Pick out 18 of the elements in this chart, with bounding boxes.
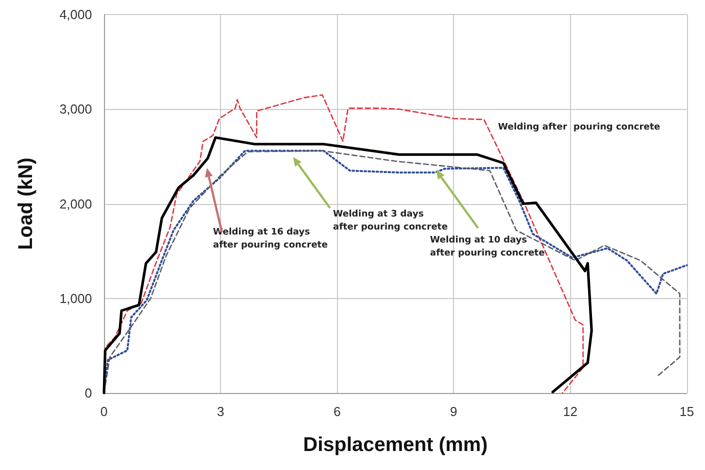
- x-tick-label: 0: [100, 404, 108, 419]
- x-axis-title: Displacement (mm): [303, 434, 488, 456]
- x-tick-label: 15: [680, 404, 694, 419]
- y-axis-title: Load (kN): [15, 158, 37, 250]
- y-tick-label: 3,000: [59, 102, 92, 117]
- y-tick-label: 4,000: [59, 7, 92, 22]
- x-tick-label: 12: [562, 404, 578, 419]
- x-tick-label: 9: [450, 404, 458, 419]
- y-tick-label: 1,000: [59, 290, 92, 306]
- x-tick-label: 6: [333, 404, 341, 419]
- y-tick-label: 2,000: [59, 196, 92, 212]
- y-tick-label: 0: [84, 386, 92, 400]
- annotation: Welding after pouring concrete: [498, 122, 660, 132]
- annotation: Welding at 16 days after pouring concrete: [213, 228, 328, 250]
- line-series: [102, 136, 593, 394]
- annotation: Welding at 3 days after pouring concrete: [333, 210, 448, 232]
- annotation: Welding at 10 days after pouring concrete: [430, 236, 545, 258]
- x-tick-label: 3: [216, 404, 224, 419]
